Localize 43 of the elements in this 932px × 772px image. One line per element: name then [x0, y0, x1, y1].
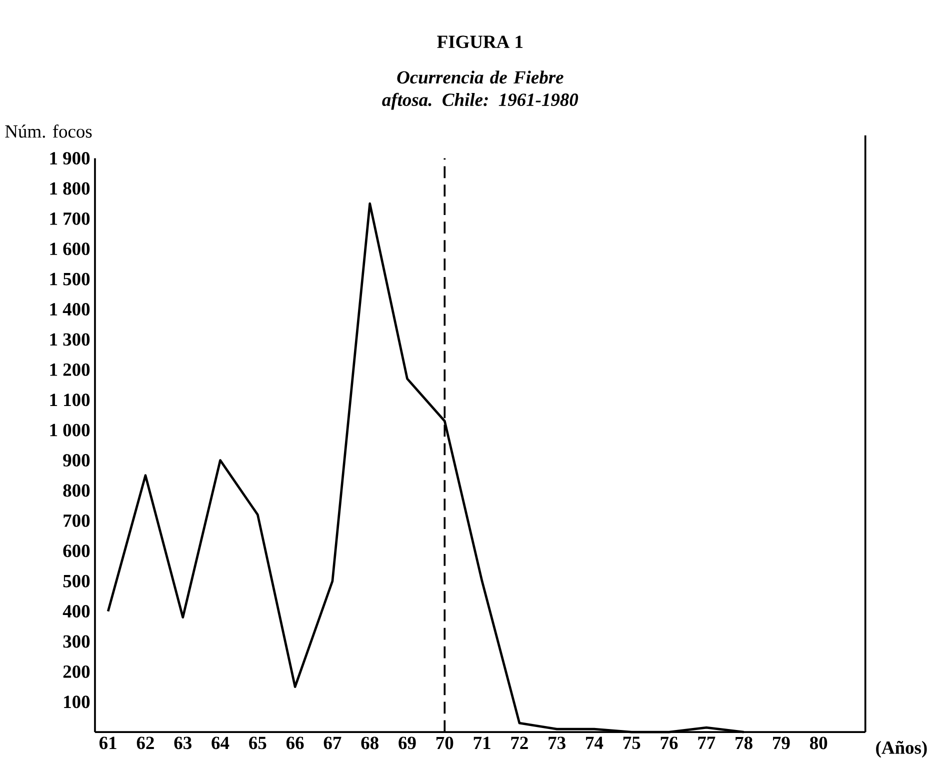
y-tick-label: 500: [63, 575, 90, 588]
x-tick-label: 78: [736, 736, 752, 750]
y-tick-label: 400: [62, 605, 90, 618]
y-tick-label: 1 200: [50, 364, 90, 376]
x-tick-label: 75: [623, 736, 640, 750]
x-tick-label: 77: [698, 736, 716, 750]
x-tick-label: 64: [212, 736, 230, 750]
x-tick-label: 68: [361, 736, 378, 750]
y-tick-label: 1 100: [50, 394, 90, 406]
y-tick-label: 1 600: [50, 242, 90, 256]
chart-subtitle: Ocurrencia de Fiebre aftosa. Chile: 1961-1980: [382, 70, 578, 110]
y-tick-label: 100: [64, 696, 90, 708]
y-tick-label: 600: [63, 544, 90, 558]
x-tick-label: 79: [773, 736, 790, 750]
x-tick-label: 66: [286, 736, 304, 750]
y-tick-label: 800: [63, 484, 90, 497]
x-tick-label: 73: [548, 736, 566, 750]
chart-title: FIGURA 1: [437, 36, 523, 48]
x-axis-title: (Años): [876, 741, 927, 758]
y-tick-label: 700: [64, 514, 90, 528]
y-tick-label: 1 400: [50, 303, 90, 316]
y-tick-label: 1 500: [50, 273, 90, 286]
x-tick-label: 65: [249, 736, 266, 750]
y-tick-label: 1 800: [50, 182, 90, 195]
x-tick-label: 74: [586, 736, 604, 750]
x-tick-label: 72: [511, 736, 528, 750]
y-tick-label: 200: [63, 666, 90, 678]
y-tick-label: 900: [63, 454, 90, 467]
x-tick-label: 71: [474, 736, 490, 750]
x-tick-label: 63: [174, 736, 192, 750]
x-tick-label: 61: [99, 736, 116, 750]
y-tick-label: 300: [63, 635, 90, 648]
y-tick-label: 1 700: [50, 212, 90, 226]
y-axis-title: Núm. focos: [5, 124, 92, 138]
x-tick-label: 69: [398, 736, 416, 750]
x-tick-label: 80: [810, 736, 828, 750]
x-tick-label: 62: [136, 736, 154, 750]
y-tick-label: 1 900: [50, 152, 90, 165]
y-tick-label: 1 300: [50, 333, 90, 346]
x-tick-label: 76: [660, 736, 678, 750]
x-tick-label: 70: [436, 736, 454, 750]
x-tick-label: 67: [324, 736, 342, 750]
y-tick-label: 1 000: [50, 424, 90, 436]
